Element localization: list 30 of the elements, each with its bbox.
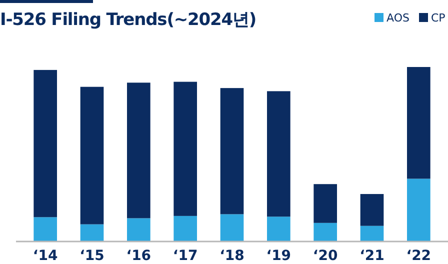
x-tick-label: ‘14 <box>32 248 58 264</box>
bar <box>360 226 384 241</box>
x-tick-label: ‘15 <box>80 248 104 264</box>
bar <box>127 82 150 218</box>
legend-label: CP <box>431 12 446 24</box>
bar <box>80 224 104 241</box>
bar <box>360 194 384 226</box>
bar <box>267 216 290 241</box>
bar <box>80 86 104 224</box>
bar <box>267 91 290 217</box>
bar <box>174 82 197 216</box>
legend-label: AOS <box>386 12 410 24</box>
bar <box>220 214 244 241</box>
bar <box>314 222 337 241</box>
chart-title: I-526 Filing Trends(~2024년) <box>0 10 256 30</box>
bar <box>34 217 57 241</box>
bar <box>220 88 244 214</box>
bar <box>127 218 150 241</box>
bar <box>407 178 430 241</box>
x-tick-label: ‘19 <box>266 248 292 264</box>
x-tick-label: ‘22 <box>406 248 432 264</box>
x-tick-label: ‘16 <box>126 248 152 264</box>
x-tick-label: ‘21 <box>360 248 384 264</box>
bar <box>314 184 337 223</box>
x-tick-label: ‘18 <box>220 248 244 264</box>
x-tick-label: ‘17 <box>172 248 198 264</box>
bar <box>34 70 57 218</box>
x-tick-label: ‘20 <box>312 248 338 264</box>
bar <box>174 216 197 241</box>
bar <box>407 67 430 179</box>
